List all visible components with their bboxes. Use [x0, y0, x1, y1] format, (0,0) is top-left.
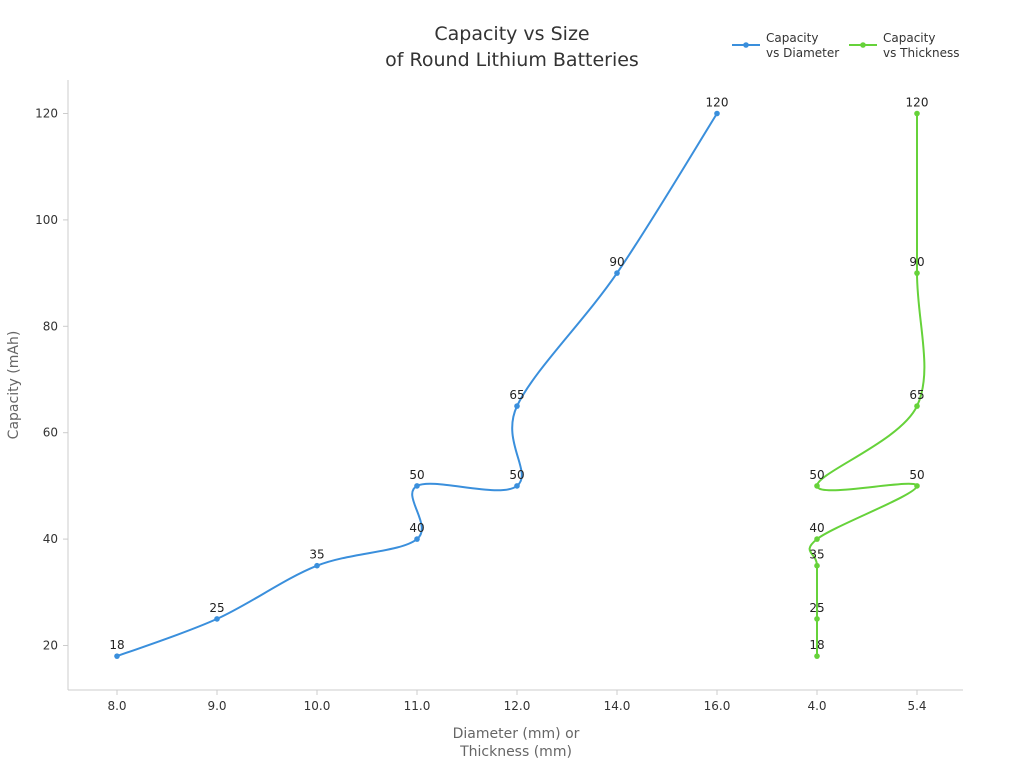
x-tick-label: 14.0 [604, 699, 631, 713]
y-tick-label: 60 [43, 426, 58, 440]
data-label: 50 [409, 468, 424, 482]
data-label: 65 [909, 388, 924, 402]
data-point [814, 483, 820, 489]
data-label: 25 [209, 601, 224, 615]
series-2: 18 25 35 40 50 50 65 90 120 [808, 96, 929, 659]
x-tick-label: 16.0 [704, 699, 731, 713]
data-label: 40 [409, 521, 424, 535]
series-line [116, 112, 718, 658]
data-point [614, 270, 620, 276]
data-label: 35 [809, 548, 824, 562]
legend-label: Capacity [766, 31, 818, 45]
x-tick-label: 11.0 [404, 699, 431, 713]
x-tick-label: 4.0 [807, 699, 826, 713]
data-label: 50 [809, 468, 824, 482]
data-label: 35 [309, 548, 324, 562]
data-point [714, 110, 720, 117]
data-point [314, 562, 320, 569]
data-label: 50 [909, 468, 924, 482]
x-tick-label: 12.0 [504, 699, 531, 713]
y-axis-label: Capacity (mAh) [6, 331, 22, 440]
data-label: 18 [109, 638, 124, 652]
data-point [814, 562, 820, 569]
y-axis-ticks: 20 40 60 80 100 120 [35, 107, 68, 653]
data-label: 18 [809, 638, 824, 652]
data-label: 65 [509, 388, 524, 402]
data-point [514, 483, 520, 489]
legend-marker [743, 42, 749, 48]
legend-label: Capacity [883, 31, 935, 45]
data-point [414, 483, 420, 489]
data-label: 120 [906, 96, 929, 110]
x-axis-label-line-2: Thickness (mm) [459, 744, 572, 760]
x-tick-label: 8.0 [107, 699, 126, 713]
data-point [814, 616, 820, 622]
data-point [514, 403, 520, 409]
series-layer: 18 25 35 40 50 50 65 90 120 18 25 35 40 50 50 65 90 120 [109, 96, 928, 659]
series-line [808, 113, 926, 657]
y-tick-label: 40 [43, 532, 58, 546]
data-point [914, 403, 920, 409]
chart-title-line-1: Capacity vs Size [434, 23, 589, 45]
x-tick-label: 5.4 [907, 699, 926, 713]
data-point [914, 110, 920, 117]
data-point [114, 653, 120, 659]
x-axis-ticks: 8.0 9.0 10.0 11.0 12.0 14.0 16.0 4.0 5.4 [107, 690, 927, 713]
data-point [914, 270, 920, 276]
legend-label: vs Diameter [766, 46, 839, 60]
data-label: 50 [509, 468, 524, 482]
data-label: 40 [809, 521, 824, 535]
chart-title: Capacity vs Size of Round Lithium Batter… [385, 23, 639, 71]
series-1: 18 25 35 40 50 50 65 90 120 [109, 96, 728, 659]
data-point [214, 616, 220, 622]
y-tick-label: 100 [35, 213, 58, 227]
data-label: 90 [909, 255, 924, 269]
chart-title-line-2: of Round Lithium Batteries [385, 49, 639, 71]
x-axis-label-line-1: Diameter (mm) or [453, 726, 580, 742]
y-tick-label: 80 [43, 319, 58, 333]
data-point [414, 536, 420, 542]
data-point [814, 653, 820, 659]
legend-marker [860, 42, 866, 48]
data-label: 120 [706, 96, 729, 110]
data-label: 90 [609, 255, 624, 269]
y-tick-label: 120 [35, 107, 58, 121]
legend-label: vs Thickness [883, 46, 959, 60]
x-tick-label: 9.0 [207, 699, 226, 713]
y-tick-label: 20 [43, 639, 58, 653]
data-point [914, 483, 920, 489]
data-label: 25 [809, 601, 824, 615]
x-tick-label: 10.0 [304, 699, 331, 713]
data-point [814, 536, 820, 542]
